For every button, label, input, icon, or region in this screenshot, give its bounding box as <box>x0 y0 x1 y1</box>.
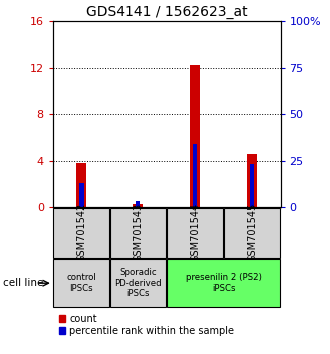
Text: GSM701545: GSM701545 <box>247 203 257 262</box>
Text: Sporadic
PD-derived
iPSCs: Sporadic PD-derived iPSCs <box>115 268 162 298</box>
Text: presenilin 2 (PS2)
iPSCs: presenilin 2 (PS2) iPSCs <box>186 274 261 293</box>
Bar <box>76 163 86 207</box>
Text: cell line: cell line <box>3 278 43 288</box>
Text: GSM701543: GSM701543 <box>133 203 143 262</box>
Bar <box>53 207 109 258</box>
Text: control
IPSCs: control IPSCs <box>66 274 96 293</box>
Bar <box>110 207 166 258</box>
Text: GSM701542: GSM701542 <box>76 203 86 262</box>
Bar <box>79 183 83 207</box>
Bar <box>167 207 223 258</box>
Bar <box>193 144 197 207</box>
Bar <box>136 201 141 207</box>
Text: GSM701544: GSM701544 <box>190 203 200 262</box>
Bar <box>250 164 254 207</box>
Bar <box>110 259 166 308</box>
Bar <box>247 154 257 207</box>
Bar <box>224 207 280 258</box>
Bar <box>133 204 143 207</box>
Title: GDS4141 / 1562623_at: GDS4141 / 1562623_at <box>86 5 248 19</box>
Bar <box>190 65 200 207</box>
Bar <box>167 259 280 308</box>
Bar <box>53 259 109 308</box>
Legend: count, percentile rank within the sample: count, percentile rank within the sample <box>58 313 235 337</box>
